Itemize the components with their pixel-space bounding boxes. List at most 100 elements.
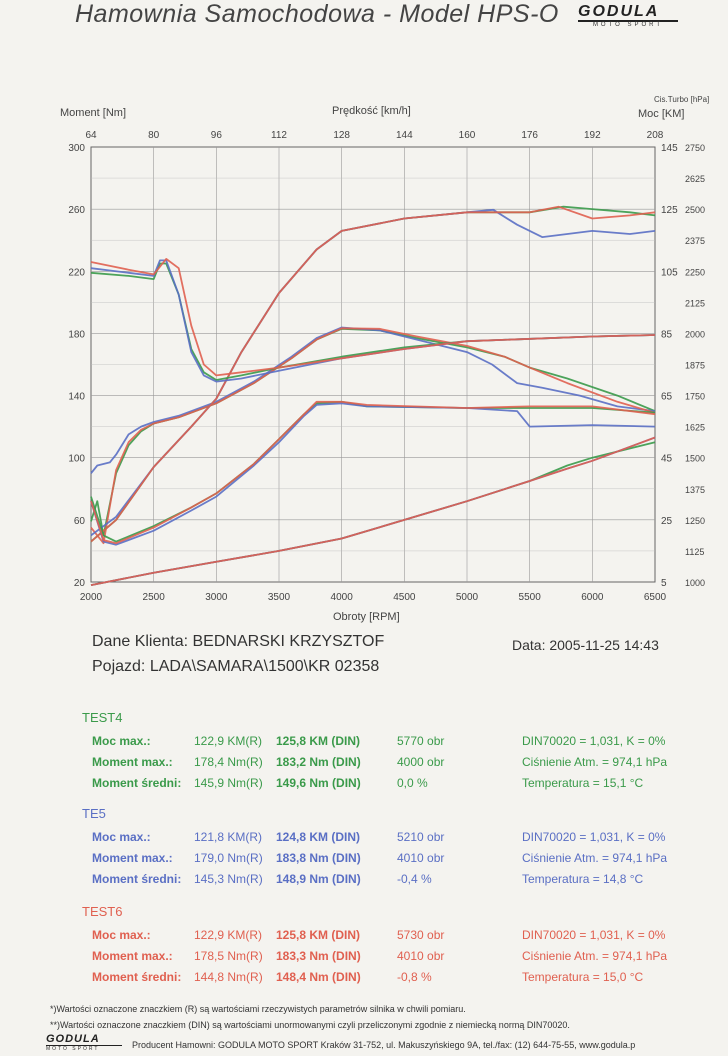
speed-tick-label: 208	[647, 130, 664, 141]
result-din: 149,6 Nm (DIN)	[276, 776, 361, 790]
result-label: Moment max.:	[92, 851, 173, 865]
result-row: Moment średni: 145,9 Nm(R) 149,6 Nm (DIN) 0…	[92, 776, 692, 796]
speed-tick-label: 144	[396, 130, 413, 141]
result-extra: 4000 obr	[397, 755, 445, 769]
result-real: 145,9 Nm(R)	[194, 776, 263, 790]
series-line-te5	[90, 259, 656, 383]
speed-tick-label: 192	[584, 130, 601, 141]
result-row: Moment max.: 179,0 Nm(R) 183,8 Nm (DIN) 401…	[92, 851, 692, 871]
result-din: 183,8 Nm (DIN)	[276, 851, 361, 865]
left-axis-title: Moment [Nm]	[60, 107, 127, 119]
result-label: Moment średni:	[92, 776, 182, 790]
result-din: 183,3 Nm (DIN)	[276, 949, 361, 963]
result-extra: 0,0 %	[397, 776, 428, 790]
x-tick-label: 2000	[80, 592, 103, 603]
left-tick-label: 180	[68, 329, 85, 340]
hpa-tick-label: 2125	[685, 298, 705, 308]
hpa-tick-label: 2000	[685, 329, 705, 339]
result-row: Moc max.: 122,9 KM(R) 125,8 KM (DIN) 5730 o…	[92, 928, 692, 948]
hpa-tick-label: 1875	[685, 361, 705, 371]
result-real: 121,8 KM(R)	[194, 830, 263, 844]
hpa-tick-label: 1750	[685, 392, 705, 402]
result-row: Moment max.: 178,4 Nm(R) 183,2 Nm (DIN) 400…	[92, 755, 692, 775]
x-tick-label: 6000	[581, 592, 604, 603]
bottom-axis-title: Obroty [RPM]	[333, 611, 400, 623]
series-line-test6	[90, 327, 656, 545]
series-line-te5	[90, 402, 656, 546]
left-tick-label: 260	[68, 205, 85, 216]
result-real: 144,8 Nm(R)	[194, 970, 263, 984]
right-axis-title-moc: Moc [KM]	[638, 108, 685, 120]
result-label: Moment max.:	[92, 949, 173, 963]
result-conditions: DIN70020 = 1,031, K = 0%	[522, 734, 666, 748]
speed-tick-label: 96	[211, 130, 223, 141]
speed-tick-label: 128	[333, 130, 350, 141]
x-tick-label: 6500	[644, 592, 667, 603]
moc-tick-label: 125	[661, 205, 678, 216]
logo-main: GODULA	[578, 3, 678, 22]
moc-tick-label: 105	[661, 267, 678, 278]
result-label: Moc max.:	[92, 928, 151, 942]
hpa-tick-label: 1250	[685, 516, 705, 526]
series-line-test4	[90, 327, 656, 537]
moc-tick-label: 45	[661, 454, 673, 465]
result-real: 178,5 Nm(R)	[194, 949, 263, 963]
series-line-test6	[90, 257, 656, 377]
result-label: Moment średni:	[92, 872, 182, 886]
result-label: Moment średni:	[92, 970, 182, 984]
result-din: 148,9 Nm (DIN)	[276, 872, 361, 886]
moc-tick-label: 145	[661, 143, 678, 154]
result-extra: 5730 obr	[397, 928, 445, 942]
test-title: TEST4	[82, 710, 123, 725]
client-name: Dane Klienta: BEDNARSKI KRZYSZTOF	[92, 633, 385, 650]
moc-tick-label: 85	[661, 329, 673, 340]
result-extra: -0,4 %	[397, 872, 432, 886]
result-extra: 4010 obr	[397, 851, 445, 865]
test-title: TEST6	[82, 904, 123, 919]
result-conditions: Ciśnienie Atm. = 974,1 hPa	[522, 851, 668, 865]
series-line-test6	[90, 205, 656, 543]
result-row: Moc max.: 122,9 KM(R) 125,8 KM (DIN) 5770 o…	[92, 734, 692, 754]
result-label: Moment max.:	[92, 755, 173, 769]
result-conditions: Ciśnienie Atm. = 974,1 hPa	[522, 755, 668, 769]
result-extra: 4010 obr	[397, 949, 445, 963]
result-conditions: Temperatura = 15,0 °C	[522, 970, 644, 984]
x-tick-label: 5000	[456, 592, 479, 603]
hpa-tick-label: 2750	[685, 143, 705, 153]
result-row: Moment średni: 144,8 Nm(R) 148,4 Nm (DIN) -…	[92, 970, 692, 990]
series-line-te5	[90, 208, 656, 537]
hpa-tick-label: 1000	[685, 578, 705, 588]
result-row: Moment max.: 178,5 Nm(R) 183,3 Nm (DIN) 401…	[92, 949, 692, 969]
series-line-test4	[90, 400, 656, 543]
speed-tick-label: 64	[85, 130, 97, 141]
moc-tick-label: 65	[661, 392, 673, 403]
x-tick-label: 4000	[331, 592, 354, 603]
result-real: 122,9 KM(R)	[194, 928, 263, 942]
series-line-test4	[90, 205, 656, 543]
result-real: 178,4 Nm(R)	[194, 755, 263, 769]
godula-logo: GODULA MOTO SPORT	[578, 3, 678, 29]
footer-logo-main: GODULA	[46, 1034, 122, 1046]
speed-tick-label: 80	[148, 130, 160, 141]
result-extra: 5770 obr	[397, 734, 445, 748]
result-conditions: Temperatura = 15,1 °C	[522, 776, 644, 790]
x-tick-label: 5500	[519, 592, 542, 603]
left-tick-label: 20	[74, 578, 86, 589]
result-conditions: Ciśnienie Atm. = 974,1 hPa	[522, 949, 668, 963]
series-line-test4	[90, 441, 656, 586]
right-axis-title-hpa: Cis.Turbo [hPa]	[654, 95, 710, 104]
series-line-te5	[90, 436, 656, 586]
left-tick-label: 220	[68, 267, 85, 278]
speed-tick-label: 160	[459, 130, 476, 141]
moc-tick-label: 5	[661, 578, 667, 589]
vehicle-info: Pojazd: LADA\SAMARA\1500\KR 02358	[92, 658, 380, 675]
result-din: 124,8 KM (DIN)	[276, 830, 361, 844]
hpa-tick-label: 1500	[685, 454, 705, 464]
top-axis-title: Prędkość [km/h]	[332, 105, 411, 117]
series-line-test4	[90, 262, 656, 381]
result-extra: -0,8 %	[397, 970, 432, 984]
logo-sub: MOTO SPORT	[592, 22, 664, 28]
series-line-test6	[90, 436, 656, 586]
x-tick-label: 4500	[393, 592, 416, 603]
result-din: 183,2 Nm (DIN)	[276, 755, 361, 769]
